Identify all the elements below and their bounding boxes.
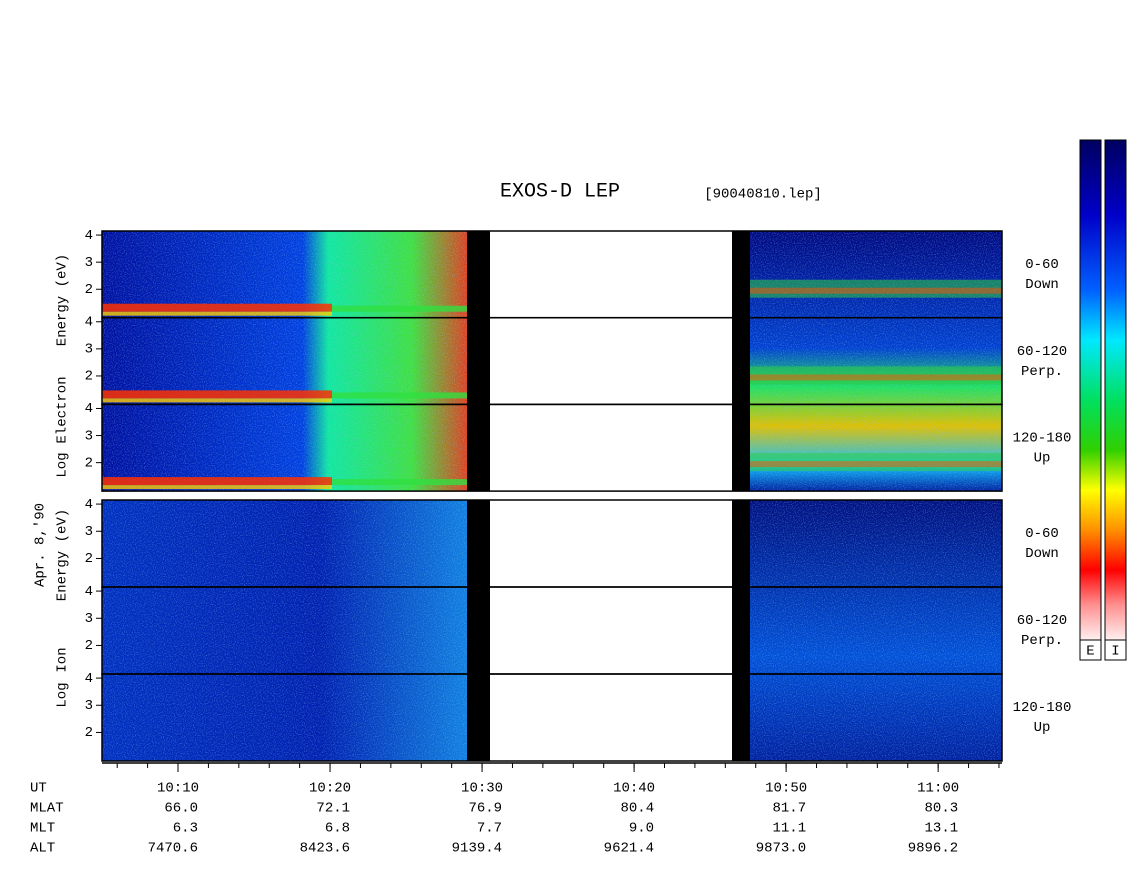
orbit-value: 9896.2 <box>908 841 958 857</box>
gap <box>490 231 732 492</box>
energy-band <box>102 398 332 403</box>
panel-label: Perp. <box>1021 633 1063 649</box>
colorbar-label: I <box>1111 644 1119 660</box>
y-axis-label: Ion <box>55 647 71 672</box>
orbit-value: 7470.6 <box>148 841 198 857</box>
colorbar-box <box>1079 639 1102 661</box>
orbit-row-name: ALT <box>30 841 55 857</box>
panel-label: 60-120 <box>1017 344 1067 360</box>
orbit-row-name: UT <box>30 781 47 797</box>
energy-band <box>750 374 1002 381</box>
y-tick-label: 2 <box>85 725 93 741</box>
y-tick-label: 4 <box>85 314 93 330</box>
orbit-value: 66.0 <box>164 801 198 817</box>
x-tick-label: 10:20 <box>309 781 351 797</box>
orbit-value: 9139.4 <box>452 841 502 857</box>
energy-band <box>750 461 1002 468</box>
y-tick-label: 3 <box>85 342 93 358</box>
orbit-value: 6.8 <box>325 821 350 837</box>
colorbar-i <box>1104 139 1127 641</box>
energy-band <box>102 477 332 486</box>
colorbar-box <box>1104 639 1127 661</box>
orbit-row-name: MLT <box>30 821 55 837</box>
gap-bar <box>467 500 490 761</box>
y-tick-label: 2 <box>85 369 93 385</box>
orbit-value: 7.7 <box>477 821 502 837</box>
panel-label: Up <box>1034 450 1051 466</box>
y-tick-label: 4 <box>85 228 93 244</box>
panel-label: Down <box>1025 277 1059 293</box>
panel-label: 0-60 <box>1025 526 1059 542</box>
y-tick-label: 2 <box>85 551 93 567</box>
y-tick-label: 3 <box>85 611 93 627</box>
energy-band <box>102 390 332 399</box>
colorbar-e <box>1079 139 1102 641</box>
orbit-value: 6.3 <box>173 821 198 837</box>
date-label: Apr. 8,'90 <box>33 503 49 587</box>
orbit-row-name: MLAT <box>30 801 64 817</box>
y-tick-label: 4 <box>85 401 93 417</box>
y-tick-label: 4 <box>85 584 93 600</box>
orbit-value: 72.1 <box>316 801 350 817</box>
file-label: [90040810.lep] <box>704 187 822 203</box>
panel-label: 120-180 <box>1013 700 1072 716</box>
panel-frame <box>101 403 1003 492</box>
orbit-value: 9873.0 <box>756 841 806 857</box>
energy-band <box>102 303 332 312</box>
orbit-value: 13.1 <box>925 821 959 837</box>
y-tick-label: 3 <box>85 428 93 444</box>
orbit-value: 80.4 <box>620 801 654 817</box>
y-axis-label: Electron <box>55 376 71 443</box>
gap-bar <box>732 231 750 492</box>
y-tick-label: 3 <box>85 255 93 271</box>
y-tick-label: 2 <box>85 638 93 654</box>
orbit-value: 8423.6 <box>300 841 350 857</box>
panel-label: Down <box>1025 546 1059 562</box>
energy-band <box>332 392 467 399</box>
energy-band <box>102 311 332 316</box>
x-tick-label: 11:00 <box>917 781 959 797</box>
y-axis-label: Log <box>55 452 71 477</box>
y-tick-label: 4 <box>85 497 93 513</box>
panel-frame <box>101 673 1003 762</box>
x-tick-label: 10:30 <box>461 781 503 797</box>
colorbar: E I <box>1079 139 1127 661</box>
energy-band <box>750 287 1002 294</box>
panel-label: 120-180 <box>1013 430 1072 446</box>
x-tick-label: 10:40 <box>613 781 655 797</box>
panel-label: Perp. <box>1021 364 1063 380</box>
y-tick-label: 2 <box>85 282 93 298</box>
energy-band <box>332 479 467 486</box>
panel-label: 60-120 <box>1017 613 1067 629</box>
energy-band <box>332 305 467 312</box>
panel-label: 0-60 <box>1025 257 1059 273</box>
y-tick-label: 2 <box>85 455 93 471</box>
orbit-value: 76.9 <box>468 801 502 817</box>
y-axis-label: Log <box>55 682 71 707</box>
gap-bar <box>467 231 490 492</box>
orbit-value: 11.1 <box>773 821 807 837</box>
y-tick-label: 3 <box>85 524 93 540</box>
y-tick-label: 3 <box>85 698 93 714</box>
orbit-value: 81.7 <box>773 801 807 817</box>
orbit-value: 9621.4 <box>604 841 654 857</box>
y-axis-label: Energy (eV) <box>55 509 71 601</box>
gap-bar <box>732 500 750 761</box>
y-tick-label: 4 <box>85 671 93 687</box>
y-axis-label: Energy (eV) <box>55 254 71 346</box>
x-tick-label: 10:10 <box>157 781 199 797</box>
panel-label: Up <box>1034 720 1051 736</box>
chart-title: EXOS-D LEP <box>500 180 620 203</box>
orbit-value: 9.0 <box>629 821 654 837</box>
x-tick-label: 10:50 <box>765 781 807 797</box>
colorbar-label: E <box>1086 644 1094 660</box>
orbit-value: 80.3 <box>925 801 959 817</box>
energy-band <box>102 485 332 490</box>
gap <box>490 500 732 761</box>
